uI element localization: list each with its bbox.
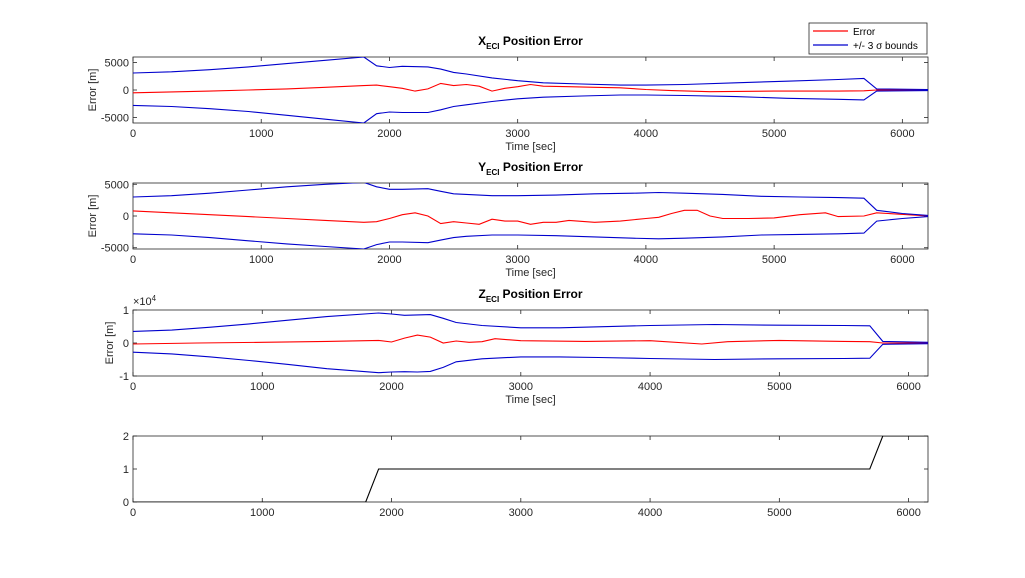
x-tick-label: 2000 — [377, 254, 401, 266]
series-line-1 — [133, 436, 928, 502]
x-tick-label: 2000 — [377, 128, 401, 140]
subplot-title: YECI Position Error — [478, 160, 583, 177]
y-exponent-label: ×104 — [133, 294, 157, 308]
y-tick-label: 0 — [123, 338, 129, 350]
axes-box — [132, 182, 929, 250]
x-axis-label: Time [sec] — [505, 141, 555, 153]
y-tick-label: 0 — [123, 497, 129, 509]
x-tick-label: 4000 — [634, 254, 658, 266]
series-line-2 — [133, 183, 928, 216]
x-tick-label: 1000 — [249, 128, 273, 140]
series-line-3 — [133, 90, 928, 123]
legend-box — [808, 22, 928, 55]
subplot-2: 0 1000 2000 3000 4000 5000 6000-500005000Time … — [87, 160, 929, 279]
series-line-2 — [133, 312, 928, 343]
y-tick-label: 0 — [123, 211, 129, 223]
series-line-2 — [133, 57, 928, 91]
x-tick-label: 4000 — [638, 507, 662, 519]
x-tick-label: 1000 — [250, 507, 274, 519]
x-tick-label: 3000 — [509, 507, 533, 519]
x-tick-label: 5000 — [762, 254, 786, 266]
y-tick-label: 0 — [123, 85, 129, 97]
y-axis-label: Error [m] — [104, 322, 116, 365]
x-tick-label: 4000 — [638, 381, 662, 393]
subplot-title: ZECI Position Error — [478, 287, 582, 304]
axes-box — [132, 309, 929, 377]
x-tick-label: 0 — [130, 507, 136, 519]
y-tick-label: 5000 — [105, 179, 129, 191]
y-tick-label: 2 — [123, 431, 129, 443]
series-line-3 — [133, 216, 928, 249]
y-tick-label: 1 — [123, 464, 129, 476]
series-line-3 — [133, 343, 928, 374]
x-axis-label: Time [sec] — [505, 394, 555, 406]
x-tick-label: 2000 — [379, 507, 403, 519]
series-line-1 — [133, 82, 928, 94]
y-tick-label: 5000 — [105, 58, 129, 70]
x-tick-label: 1000 — [250, 381, 274, 393]
subplot-4: 0 1000 2000 3000 4000 5000 6000 0 1 2 — [123, 431, 929, 519]
y-tick-label: -5000 — [101, 113, 129, 125]
x-tick-label: 0 — [130, 254, 136, 266]
x-tick-label: 6000 — [896, 381, 920, 393]
y-tick-label: 1 — [123, 305, 129, 317]
x-tick-label: 6000 — [890, 254, 914, 266]
x-tick-label: 0 — [130, 128, 136, 140]
x-tick-label: 6000 — [896, 507, 920, 519]
series-line-1 — [133, 334, 928, 345]
y-axis-label: Error [m] — [87, 69, 99, 112]
y-tick-label: -5000 — [101, 243, 129, 255]
x-tick-label: 3000 — [505, 254, 529, 266]
x-tick-label: 6000 — [890, 128, 914, 140]
x-tick-label: 4000 — [634, 128, 658, 140]
y-axis-label: Error [m] — [87, 195, 99, 238]
x-tick-label: 1000 — [249, 254, 273, 266]
x-tick-label: 3000 — [505, 128, 529, 140]
legend: Error +/- 3 σ bounds — [808, 22, 928, 55]
x-tick-label: 5000 — [767, 381, 791, 393]
series-line-1 — [133, 209, 928, 225]
x-tick-label: 5000 — [762, 128, 786, 140]
legend-bounds-label: +/- 3 σ bounds — [853, 41, 918, 52]
x-tick-label: 5000 — [767, 507, 791, 519]
subplot-title: XECI Position Error — [478, 34, 583, 51]
x-tick-label: 2000 — [379, 381, 403, 393]
subplot-1: 0 1000 2000 3000 4000 5000 6000-500005000Time … — [87, 34, 929, 153]
x-tick-label: 3000 — [509, 381, 533, 393]
y-tick-label: -1 — [119, 371, 129, 383]
legend-error-label: Error — [853, 27, 876, 38]
x-axis-label: Time [sec] — [505, 267, 555, 279]
x-tick-label: 0 — [130, 381, 136, 393]
